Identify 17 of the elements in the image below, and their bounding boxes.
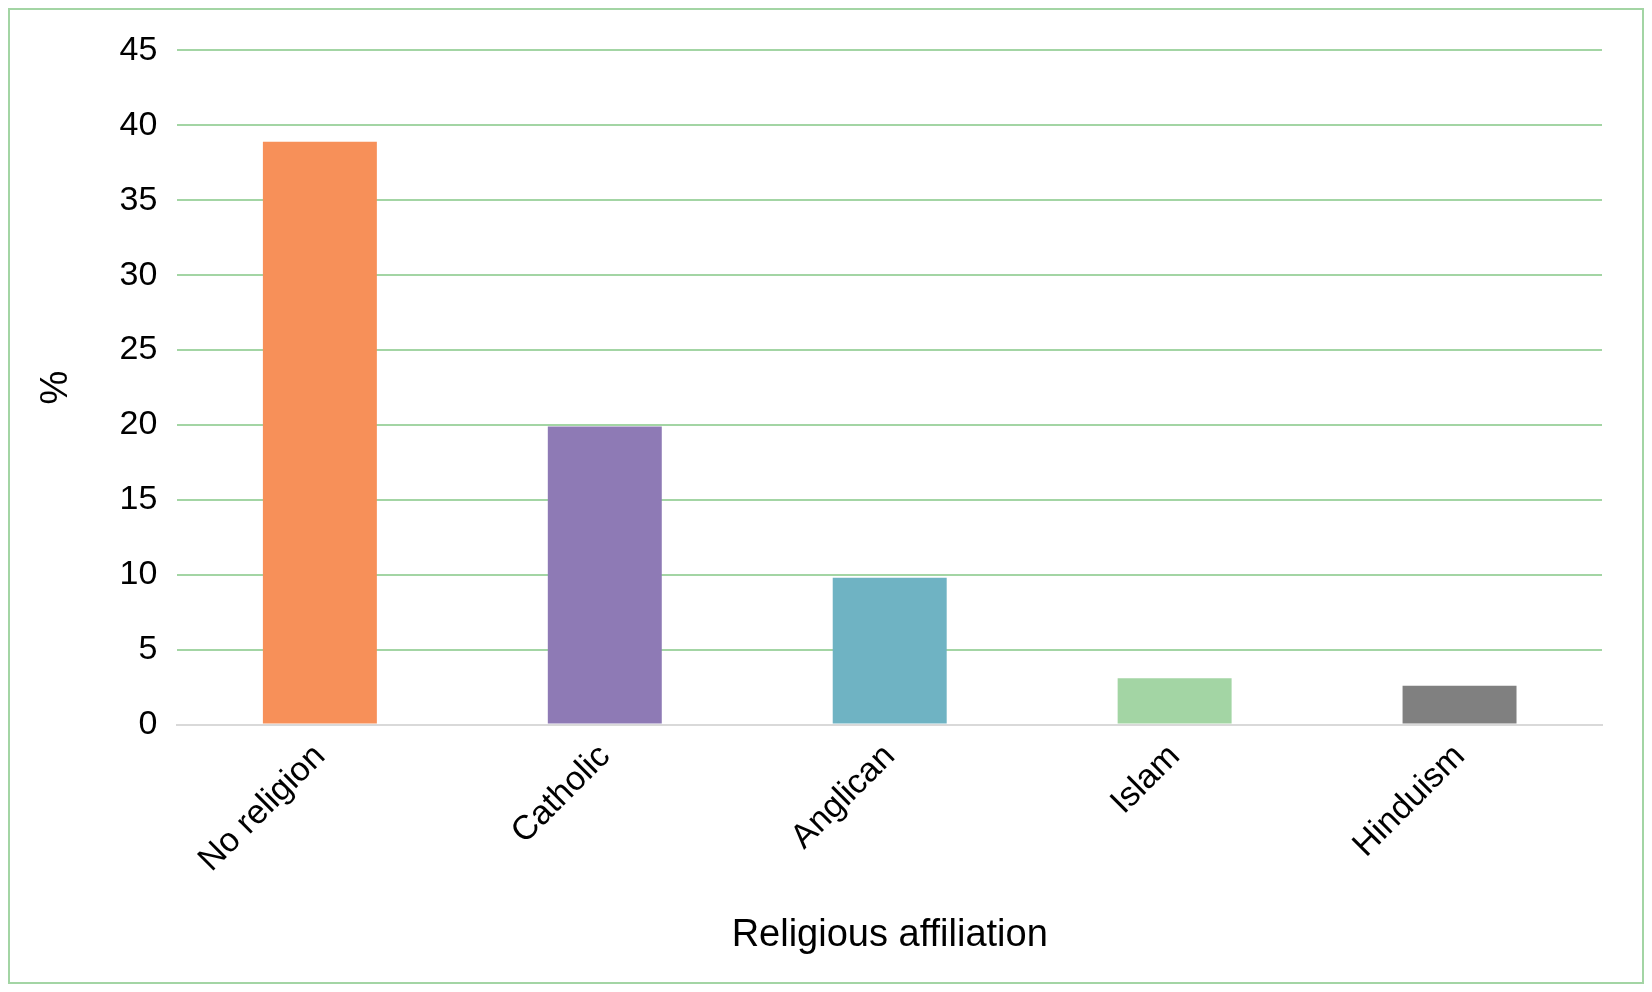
y-tick-label: 40 — [119, 103, 158, 142]
bar — [262, 141, 377, 724]
y-tick-label: 15 — [119, 478, 158, 517]
y-tick-label: 30 — [119, 253, 158, 292]
y-tick-label: 10 — [119, 553, 158, 592]
y-axis-title: % — [33, 370, 76, 405]
y-tick-label: 20 — [119, 403, 158, 442]
bar — [832, 577, 947, 724]
x-axis-title: Religious affiliation — [731, 911, 1048, 954]
bar — [1402, 685, 1517, 724]
bar — [1117, 678, 1232, 724]
y-tick-label: 0 — [138, 703, 158, 741]
y-tick-label: 35 — [119, 178, 158, 217]
y-tick-label: 25 — [119, 328, 158, 367]
y-tick-label: 5 — [138, 628, 158, 667]
y-tick-label: 45 — [119, 28, 158, 67]
bar — [547, 426, 662, 724]
